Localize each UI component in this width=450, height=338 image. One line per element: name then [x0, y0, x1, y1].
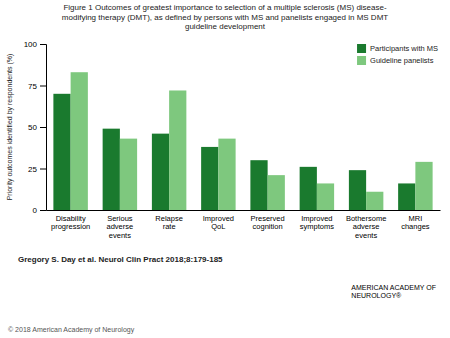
tick: Improvedsymptoms	[300, 210, 334, 231]
bar	[366, 192, 383, 210]
bar	[349, 170, 366, 210]
legend-swatch	[357, 56, 366, 65]
tick-label: Preservedcognition	[251, 214, 285, 232]
legend-label: Guideline panelists	[370, 56, 434, 65]
legend-item: Guideline panelists	[357, 56, 434, 65]
legend-swatch	[357, 44, 366, 53]
bar-series	[71, 72, 433, 210]
bar	[71, 72, 88, 210]
tick-label: Bothersomeadverseevents	[346, 214, 386, 240]
logo-text-line: NEUROLOGY®	[351, 292, 402, 299]
bar	[398, 183, 415, 210]
tick: Disabilityprogression	[51, 210, 90, 231]
bar	[268, 175, 285, 210]
bar	[250, 160, 267, 210]
tick-mark	[40, 127, 46, 128]
tick-label: Disabilityprogression	[51, 214, 90, 232]
axis-line	[40, 45, 47, 211]
legend: Participants with MS Guideline panelists	[357, 44, 438, 65]
tick-label-line: cognition	[253, 222, 283, 231]
logo-text-line: AMERICAN ACADEMY OF	[351, 284, 436, 291]
tick-mark	[40, 210, 46, 211]
title: Figure 1 Outcomes of greatest importance…	[62, 3, 388, 31]
bar	[53, 94, 70, 210]
tick-label: 25	[28, 165, 37, 174]
bar	[152, 134, 169, 210]
axis-line	[47, 210, 441, 211]
tick-label: ImprovedQoL	[203, 214, 234, 232]
tick-label: Seriousadverseevents	[107, 214, 134, 240]
tick: 100	[24, 40, 46, 49]
legend-label: Participants with MS	[370, 44, 438, 53]
tick-label: 75	[28, 82, 37, 91]
copyright: © 2018 American Academy of Neurology	[8, 326, 135, 334]
y-axis: 0 25 50 75 100	[24, 40, 47, 215]
bar	[201, 147, 218, 210]
tick-label: 0	[33, 206, 38, 215]
y-axis-title: Priority outcomes identified by responde…	[6, 54, 14, 201]
bar-series	[53, 94, 415, 210]
tick-label: 50	[28, 123, 37, 132]
tick: ImprovedQoL	[203, 210, 234, 231]
citation: Gregory S. Day et al. Neurol Clin Pract …	[18, 255, 223, 264]
tick: 50	[28, 123, 46, 132]
bar	[317, 183, 334, 210]
tick-mark	[40, 44, 46, 45]
bars	[53, 72, 432, 210]
tick-label-line: QoL	[211, 222, 225, 231]
tick: 75	[28, 82, 46, 91]
tick-label: Relapserate	[155, 214, 183, 232]
tick: Relapserate	[155, 210, 183, 231]
tick-label: MRIchanges	[401, 214, 430, 232]
bar	[103, 129, 120, 210]
tick-label-line: progression	[51, 222, 90, 231]
tick-label-line: events	[109, 231, 131, 240]
tick: Bothersomeadverseevents	[346, 210, 386, 240]
title-line: modifying therapy (DMT), as defined by p…	[62, 13, 388, 22]
tick-label-line: symptoms	[300, 222, 334, 231]
tick-mark	[40, 169, 46, 170]
title-line: Figure 1 Outcomes of greatest importance…	[63, 3, 387, 12]
bar	[415, 162, 432, 210]
x-axis: Disabilityprogression Seriousadverseevent…	[47, 210, 441, 240]
tick: Preservedcognition	[251, 210, 285, 231]
tick: MRIchanges	[401, 210, 430, 231]
tick-label-line: rate	[163, 222, 176, 231]
logo-text: AMERICAN ACADEMY OFNEUROLOGY®	[351, 284, 436, 299]
tick: Seriousadverseevents	[107, 210, 134, 240]
bar	[120, 139, 137, 210]
bar	[169, 90, 186, 210]
tick-label-line: events	[355, 231, 377, 240]
plot: 0 25 50 75 100 Disabilityprogression Seriousad…	[24, 40, 441, 240]
tick-label: 100	[24, 40, 38, 49]
bar	[218, 139, 235, 210]
tick-mark	[40, 86, 46, 87]
title-line: guideline development	[185, 22, 266, 31]
tick: 0	[33, 206, 46, 215]
chart: Figure 1 Outcomes of greatest importance…	[0, 0, 450, 338]
legend-item: Participants with MS	[357, 44, 438, 53]
tick: 25	[28, 165, 46, 174]
tick-label-line: changes	[401, 222, 430, 231]
bar	[300, 167, 317, 210]
tick-label: Improvedsymptoms	[300, 214, 334, 232]
